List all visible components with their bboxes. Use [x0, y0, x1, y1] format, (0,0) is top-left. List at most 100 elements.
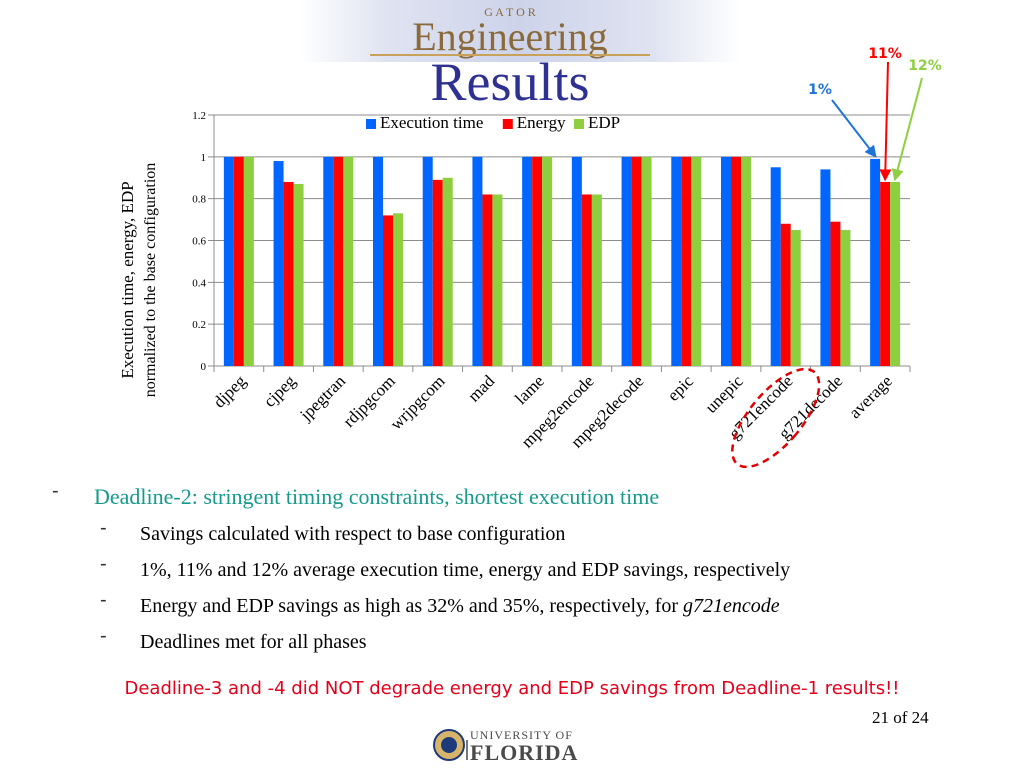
legend-label: Energy: [517, 113, 566, 132]
bullet-sub: - Energy and EDP savings as high as 32% …: [52, 588, 992, 624]
bar-energy-unepic: [731, 156, 741, 366]
bar-energy-mpeg2decode: [631, 156, 642, 366]
y-tick-label: 1: [201, 152, 207, 164]
bullet-sub4-text: Deadlines met for all phases: [140, 631, 367, 653]
bar-energy-djpeg: [233, 156, 244, 366]
y-tick-label: 0.2: [192, 319, 206, 331]
logo-gator-text: G A T O R: [484, 5, 536, 19]
bar-execution-time-average: [870, 158, 881, 366]
results-bar-chart: 00.20.40.60.811.2 djpeg cjpegjpegtranrdjp…: [192, 46, 942, 469]
bar-energy-g721encode: [780, 223, 791, 366]
bar-edp-mpeg2encode: [591, 194, 602, 366]
bar-energy-wrjpgcom: [432, 179, 443, 366]
bar-energy-cjpeg: [283, 181, 294, 366]
bullet-main: - Deadline-2: stringent timing constrain…: [52, 478, 992, 516]
bar-edp-cjpeg: [293, 184, 304, 366]
gator-engineering-banner: G A T O R Engineering: [300, 0, 740, 62]
bullet-sub: - 1%, 11% and 12% average execution time…: [52, 552, 992, 588]
bullet-dash: -: [100, 589, 107, 611]
bar-execution-time-g721encode: [770, 167, 781, 366]
uf-seal-logo: [433, 729, 468, 761]
x-tick-label: wrjpgcom: [386, 371, 448, 433]
bullet-sub2-text: 1%, 11% and 12% average execution time, …: [140, 559, 791, 581]
y-tick-label: 1.2: [192, 110, 206, 122]
bullet-sub: - Deadlines met for all phases: [52, 624, 992, 660]
bullet-dash: -: [100, 517, 107, 539]
bar-edp-wrjpgcom: [442, 177, 453, 366]
bar-execution-time-mpeg2encode: [571, 156, 582, 366]
y-axis-label-line2: normalized to the base configuration: [142, 162, 159, 398]
x-tick-label: average: [845, 371, 896, 422]
bullet-dash: -: [100, 625, 107, 647]
y-tick-label: 0.4: [192, 277, 206, 289]
bullet-sub3-text: Energy and EDP savings as high as 32% an…: [140, 595, 684, 617]
bar-energy-lame: [532, 156, 543, 366]
bar-energy-mad: [482, 194, 493, 366]
bar-edp-rdjpgcom: [393, 213, 403, 366]
bars: [223, 156, 901, 366]
bar-execution-time-mpeg2decode: [621, 156, 632, 366]
bullet-sub3-italic: g721encode: [683, 595, 780, 617]
bar-energy-epic: [681, 156, 692, 366]
bar-execution-time-epic: [671, 156, 682, 366]
legend-swatch: [502, 119, 513, 129]
callout-arrow: [831, 99, 877, 158]
y-axis-label-line1: Execution time, energy, EDP: [118, 181, 137, 379]
uf-line1: UNIVERSITY OF: [470, 728, 573, 742]
page-title: Results: [430, 52, 590, 112]
page-number: 21 of 24: [872, 708, 929, 727]
bar-edp-g721decode: [840, 230, 851, 366]
bar-energy-mpeg2encode: [581, 194, 592, 366]
x-tick-label: djpeg: [210, 371, 250, 411]
bar-edp-mpeg2decode: [641, 156, 652, 366]
bullet-dash: -: [100, 553, 107, 575]
legend-swatch: [574, 119, 584, 129]
bar-execution-time-wrjpgcom: [422, 156, 433, 366]
bar-edp-g721encode: [790, 230, 801, 366]
bar-edp-djpeg: [243, 156, 254, 366]
highlight-ellipse: [731, 367, 821, 469]
x-tick-label: mad: [464, 371, 498, 405]
bar-edp-lame: [542, 156, 553, 366]
bullet-sub: - Savings calculated with respect to bas…: [52, 516, 992, 552]
bullet-list: - Deadline-2: stringent timing constrain…: [52, 478, 992, 660]
footer-note: Deadline-3 and -4 did NOT degrade energy…: [124, 678, 900, 699]
x-tick-label: lame: [511, 371, 548, 408]
bar-edp-average: [890, 181, 901, 366]
y-tick-label: 0.6: [192, 236, 206, 248]
bullet-main-text: Deadline-2: stringent timing constraints…: [94, 484, 660, 509]
legend-swatch: [366, 119, 376, 129]
bar-execution-time-unepic: [721, 156, 731, 366]
callout-arrow: [891, 77, 923, 182]
x-tick-label: unepic: [701, 371, 747, 417]
callout-label: 12%: [908, 58, 942, 74]
uf-line2: FLORIDA: [470, 740, 579, 765]
bar-energy-jpegtran: [333, 156, 344, 366]
bar-edp-unepic: [741, 156, 751, 366]
legend-label: EDP: [588, 113, 620, 132]
bar-edp-epic: [691, 156, 702, 366]
bar-edp-mad: [492, 194, 503, 366]
x-tick-label: epic: [664, 371, 698, 405]
bar-execution-time-mad: [472, 156, 483, 366]
bar-execution-time-g721decode: [820, 169, 831, 366]
bar-edp-jpegtran: [343, 156, 354, 366]
callout-arrow: [879, 61, 892, 182]
bar-execution-time-rdjpgcom: [373, 156, 383, 366]
bar-energy-rdjpgcom: [383, 215, 393, 366]
bar-execution-time-lame: [522, 156, 533, 366]
legend: Execution time Energy EDP: [366, 113, 620, 132]
bar-execution-time-cjpeg: [273, 161, 284, 366]
bar-execution-time-jpegtran: [323, 156, 334, 366]
callouts: 1% 11% 12%: [808, 46, 942, 182]
y-tick-labels: 0 0.2 0.4 0.6 0.8 1 1.2: [192, 110, 206, 373]
legend-label: Execution time: [380, 113, 483, 132]
bar-energy-average: [880, 181, 891, 366]
y-tick-label: 0: [201, 361, 207, 373]
callout-label: 11%: [868, 46, 902, 62]
grid-lines: [208, 114, 911, 372]
x-tick-label: cjpeg: [260, 371, 300, 411]
bar-execution-time-djpeg: [223, 156, 234, 366]
bullet-dash: -: [52, 480, 59, 502]
